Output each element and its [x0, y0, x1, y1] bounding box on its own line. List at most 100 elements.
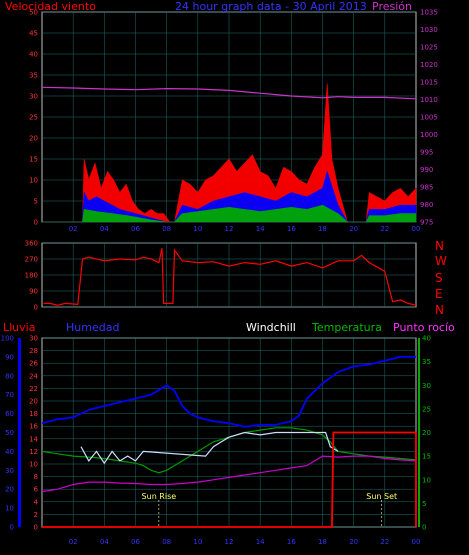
rain-title: Lluvia	[3, 321, 36, 334]
humidity-tick-label: 100	[1, 335, 14, 343]
compass-n-bottom: N	[435, 303, 444, 317]
humidity-tick-label: 20	[5, 486, 14, 494]
temperature-title: Temperatura	[312, 321, 382, 334]
time-tick-label: 10	[193, 225, 202, 233]
compass-w: W	[435, 254, 447, 268]
time-tick-label: 04	[100, 538, 109, 546]
humidity-line	[41, 356, 416, 428]
pressure-tick-label: 1025	[420, 44, 438, 52]
direction-tick-label: 90	[29, 288, 38, 296]
rain-tick-label: 10	[29, 461, 38, 469]
wind-tick-label: 30	[29, 93, 38, 101]
direction-tick-label: 270	[25, 256, 38, 264]
time-tick-label: 16	[287, 225, 296, 233]
temperature-tick-label: 30	[422, 382, 431, 390]
temperature-tick-label: 25	[422, 405, 431, 413]
rain-tick-label: 2	[34, 511, 38, 519]
wind-low-area	[42, 204, 417, 223]
humidity-axis-bar	[18, 338, 21, 527]
humidity-tick-label: 40	[5, 448, 14, 456]
time-tick-label: 00	[412, 225, 421, 233]
wind-tick-label: 20	[29, 135, 38, 143]
compass-n-top: N	[435, 239, 444, 253]
time-tick-label: 20	[349, 538, 358, 546]
pressure-tick-label: 1000	[420, 131, 438, 139]
rain-tick-label: 8	[34, 473, 38, 481]
wind-tick-label: 45	[29, 30, 38, 38]
wind-speed-title: Velocidad viento	[5, 0, 96, 13]
temperature-tick-label: 35	[422, 358, 431, 366]
wind-tick-label: 35	[29, 72, 38, 80]
humidity-tick-label: 90	[5, 353, 14, 361]
time-tick-label: 22	[380, 225, 389, 233]
dewpoint-title: Punto rocío	[393, 321, 455, 334]
time-tick-label: 02	[69, 538, 78, 546]
wind-tick-label: 10	[29, 177, 38, 185]
humidity-tick-label: 0	[10, 524, 14, 532]
time-tick-label: 08	[162, 225, 171, 233]
time-tick-label: 04	[100, 225, 109, 233]
rain-tick-label: 6	[34, 486, 39, 494]
pressure-tick-label: 1015	[420, 79, 438, 87]
rain-tick-label: 16	[29, 423, 38, 431]
pressure-tick-label: 1020	[420, 61, 438, 69]
time-tick-label: 18	[318, 225, 327, 233]
compass-e: E	[435, 287, 443, 301]
time-tick-label: 16	[287, 538, 296, 546]
sunrise-label: Sun Rise	[142, 492, 177, 501]
humidity-tick-label: 50	[5, 429, 14, 437]
wind-tick-label: 15	[29, 156, 38, 164]
time-tick-label: 12	[225, 225, 234, 233]
direction-tick-label: 0	[34, 304, 38, 312]
humidity-tick-label: 30	[5, 467, 14, 475]
pressure-tick-label: 985	[420, 184, 433, 192]
wind-tick-label: 50	[29, 9, 38, 17]
humidity-tick-label: 80	[5, 372, 14, 380]
rain-tick-label: 12	[29, 448, 38, 456]
rain-tick-label: 14	[29, 435, 38, 443]
temperature-tick-label: 0	[422, 524, 426, 532]
wind-direction-line	[43, 248, 417, 306]
rain-tick-label: 28	[29, 347, 38, 355]
time-tick-label: 10	[193, 538, 202, 546]
temperature-tick-label: 10	[422, 476, 431, 484]
windchill-line	[80, 431, 339, 465]
pressure-tick-label: 980	[420, 201, 433, 209]
rain-line	[42, 431, 417, 528]
humidity-title: Humedad	[66, 321, 120, 334]
pressure-title: Presión	[372, 0, 412, 13]
time-tick-label: 14	[256, 538, 265, 546]
direction-tick-label: 360	[25, 240, 38, 248]
time-tick-label: 06	[131, 225, 140, 233]
humidity-tick-label: 70	[5, 391, 14, 399]
rain-tick-label: 24	[29, 372, 38, 380]
temperature-tick-label: 20	[422, 429, 431, 437]
compass-s: S	[435, 271, 443, 285]
pressure-tick-label: 995	[420, 149, 433, 157]
sunset-label: Sun Set	[366, 492, 397, 501]
time-tick-label: 08	[162, 538, 171, 546]
pressure-tick-label: 975	[420, 219, 433, 227]
time-tick-label: 12	[225, 538, 234, 546]
dewpoint-line	[41, 455, 417, 493]
rain-tick-label: 22	[29, 385, 38, 393]
time-tick-label: 00	[412, 538, 421, 546]
rain-tick-label: 26	[29, 360, 38, 368]
wind-tick-label: 40	[29, 51, 38, 59]
pressure-tick-label: 1010	[420, 96, 438, 104]
temperature-tick-label: 40	[422, 335, 431, 343]
pressure-tick-label: 1035	[420, 9, 438, 17]
rain-tick-label: 4	[34, 498, 39, 506]
direction-tick-label: 180	[25, 272, 38, 280]
humidity-tick-label: 60	[5, 410, 14, 418]
wind-tick-label: 25	[29, 114, 38, 122]
rain-tick-label: 20	[29, 398, 38, 406]
time-tick-label: 14	[256, 225, 265, 233]
pressure-tick-label: 990	[420, 166, 433, 174]
pressure-tick-label: 1030	[420, 26, 438, 34]
time-tick-label: 18	[318, 538, 327, 546]
temperature-tick-label: 15	[422, 453, 431, 461]
time-tick-label: 20	[349, 225, 358, 233]
rain-tick-label: 0	[34, 524, 38, 532]
